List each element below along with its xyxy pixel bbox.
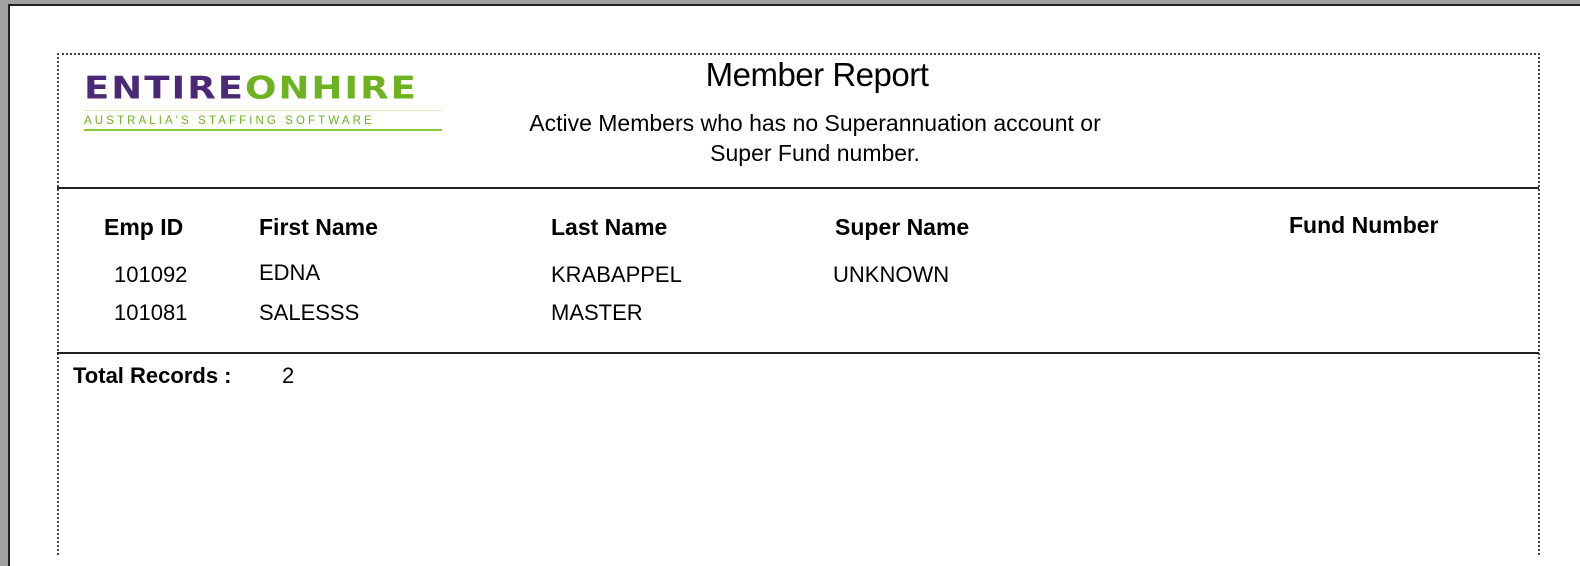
- cell-last-name: MASTER: [551, 300, 643, 325]
- cell-super-name: UNKNOWN: [833, 262, 950, 287]
- report-frame: [57, 53, 1540, 555]
- cell-first-name: EDNA: [259, 260, 321, 285]
- report-page: [8, 4, 1580, 566]
- cell-last-name: KRABAPPEL: [551, 262, 682, 287]
- total-records-value: 2: [282, 363, 295, 388]
- entireonhire-logo: ENTIREONHIRE AUSTRALIA'S STAFFING SOFTWA…: [84, 72, 442, 131]
- subtitle-line-2: Super Fund number.: [710, 140, 920, 166]
- cell-emp-id: 101081: [114, 300, 188, 325]
- footer-divider: [57, 352, 1539, 354]
- logo-part2: ONHIRE: [245, 69, 418, 107]
- logo-tagline: AUSTRALIA'S STAFFING SOFTWARE: [84, 115, 375, 127]
- header-super-name: Super Name: [835, 214, 970, 240]
- cell-first-name: SALESSS: [259, 300, 360, 325]
- total-records-label: Total Records :: [73, 363, 232, 388]
- report-title: Member Report: [705, 56, 929, 93]
- logo-part1: ENTIRE: [84, 69, 246, 107]
- report-subtitle: Active Members who has no Superannuation…: [470, 108, 1160, 168]
- subtitle-line-1: Active Members who has no Superannuation…: [529, 110, 1101, 136]
- header-emp-id: Emp ID: [104, 214, 184, 240]
- header-divider: [57, 187, 1539, 189]
- header-first-name: First Name: [259, 214, 378, 240]
- header-last-name: Last Name: [551, 214, 668, 240]
- header-fund-number: Fund Number: [1289, 212, 1439, 238]
- cell-emp-id: 101092: [114, 262, 188, 287]
